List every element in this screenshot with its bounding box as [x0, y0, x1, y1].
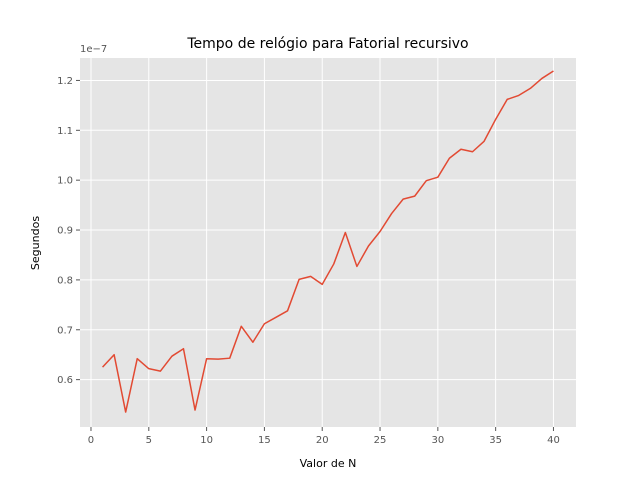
x-tick-label: 35 [489, 435, 502, 446]
y-offset-label: 1e−7 [80, 44, 107, 55]
x-axis-label: Valor de N [300, 457, 357, 470]
grid-lines [80, 58, 576, 427]
x-tick-label: 25 [374, 435, 387, 446]
y-tick-label: 0.6 [57, 375, 73, 386]
x-tick-label: 30 [431, 435, 444, 446]
y-tick-label: 0.7 [57, 325, 73, 336]
y-tick-label: 1.2 [57, 76, 73, 87]
y-tick-label: 0.8 [57, 275, 73, 286]
x-tick-label: 5 [146, 435, 152, 446]
x-tick-label: 0 [88, 435, 94, 446]
series-line [102, 70, 554, 413]
x-tick-label: 40 [547, 435, 560, 446]
x-tick-label: 20 [316, 435, 329, 446]
y-tick-label: 1.0 [57, 176, 73, 187]
axis-ticks: 0 5 10 15 20 25 30 35 40 0.6 0.7 0.8 0.9 1.0 1.1 1.2 [57, 76, 560, 446]
series-layer [102, 70, 554, 413]
chart-title: Tempo de relógio para Fatorial recursivo [186, 36, 468, 52]
plot-area [80, 58, 576, 427]
x-tick-label: 10 [200, 435, 213, 446]
y-axis-label: Segundos [29, 216, 42, 270]
y-tick-label: 1.1 [57, 126, 73, 137]
y-tick-label: 0.9 [57, 226, 73, 237]
x-tick-label: 15 [258, 435, 271, 446]
